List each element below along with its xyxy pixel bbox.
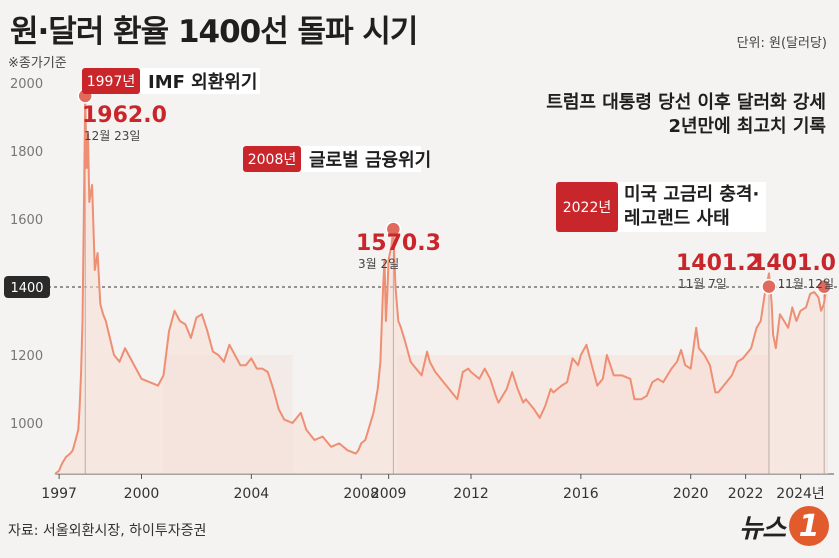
x-tick-label: 1997 bbox=[41, 486, 77, 502]
x-tick-label: 2012 bbox=[453, 486, 489, 502]
source-note: 자료: 서울외환시장, 하이투자증권 bbox=[8, 523, 207, 539]
x-tick-label: 2024년 bbox=[776, 486, 825, 502]
annotation-text-box bbox=[618, 182, 766, 232]
logo-text: 뉴스 bbox=[739, 513, 786, 544]
peak-date-label: 12월 23일 bbox=[84, 129, 140, 143]
peak-value-label: 1401.2 bbox=[676, 251, 761, 276]
peak-marker bbox=[816, 278, 832, 295]
basis-note: ※종가기준 bbox=[8, 56, 67, 71]
x-tick-label: 2000 bbox=[124, 486, 160, 502]
peak-value-label: 1962.0 bbox=[82, 103, 167, 128]
page-title: 원·달러 환율 1400선 돌파 시기 bbox=[10, 14, 418, 50]
annotation-tag: 1997년 bbox=[87, 74, 136, 90]
peak-date-label: 3월 2일 bbox=[358, 257, 399, 271]
annotation-tag: 2022년 bbox=[563, 200, 612, 216]
x-tick-label: 2022 bbox=[728, 486, 764, 502]
annotation-tag: 2008년 bbox=[248, 152, 297, 168]
peak-date-label: 11월 7일 bbox=[678, 277, 727, 291]
x-tick-label: 2020 bbox=[673, 486, 709, 502]
peak-value-label: 1570.3 bbox=[356, 231, 441, 256]
annotation-text: 트럼프 대통령 당선 이후 달러화 강세 bbox=[546, 92, 826, 113]
y-tick-label: 1600 bbox=[10, 213, 43, 228]
series-line bbox=[54, 94, 829, 475]
peak-date-label: 11월 12일 bbox=[778, 277, 834, 291]
x-tick-label: 2016 bbox=[563, 486, 599, 502]
unit-label: 단위: 원(달러당) bbox=[736, 36, 827, 51]
annotation-tag-box bbox=[82, 68, 140, 94]
y-tick-label: 1800 bbox=[10, 145, 43, 160]
annotation-tag-box bbox=[556, 182, 618, 232]
annotation-text: IMF 외환위기 bbox=[148, 71, 257, 93]
annotation-text: 글로벌 금융위기 bbox=[309, 150, 431, 171]
reference-label: 1400 bbox=[10, 281, 43, 296]
series-area bbox=[55, 95, 828, 475]
annotation-text-box bbox=[301, 146, 421, 172]
reference-label-box bbox=[4, 276, 50, 298]
x-tick-label: 2004 bbox=[234, 486, 270, 502]
annotation-text: 미국 고금리 충격· bbox=[624, 184, 759, 205]
x-tick-label: 2008 bbox=[343, 486, 379, 502]
annotation-text-box bbox=[140, 68, 260, 94]
annotation-tag-box bbox=[243, 146, 301, 172]
peak-marker bbox=[385, 221, 402, 237]
logo-mark: 1 bbox=[789, 506, 829, 546]
news1-logo: 뉴스 1 bbox=[739, 506, 829, 546]
annotation-text: 레고랜드 사태 bbox=[624, 208, 730, 229]
peak-marker bbox=[761, 278, 777, 295]
annotation-text: 2년만에 최고치 기록 bbox=[668, 116, 826, 137]
y-tick-label: 1000 bbox=[10, 417, 43, 432]
y-tick-label: 1200 bbox=[10, 349, 43, 364]
peak-value-label: 1401.0 bbox=[751, 251, 836, 276]
x-tick-label: 2009 bbox=[371, 486, 407, 502]
y-tick-label: 2000 bbox=[10, 77, 43, 92]
